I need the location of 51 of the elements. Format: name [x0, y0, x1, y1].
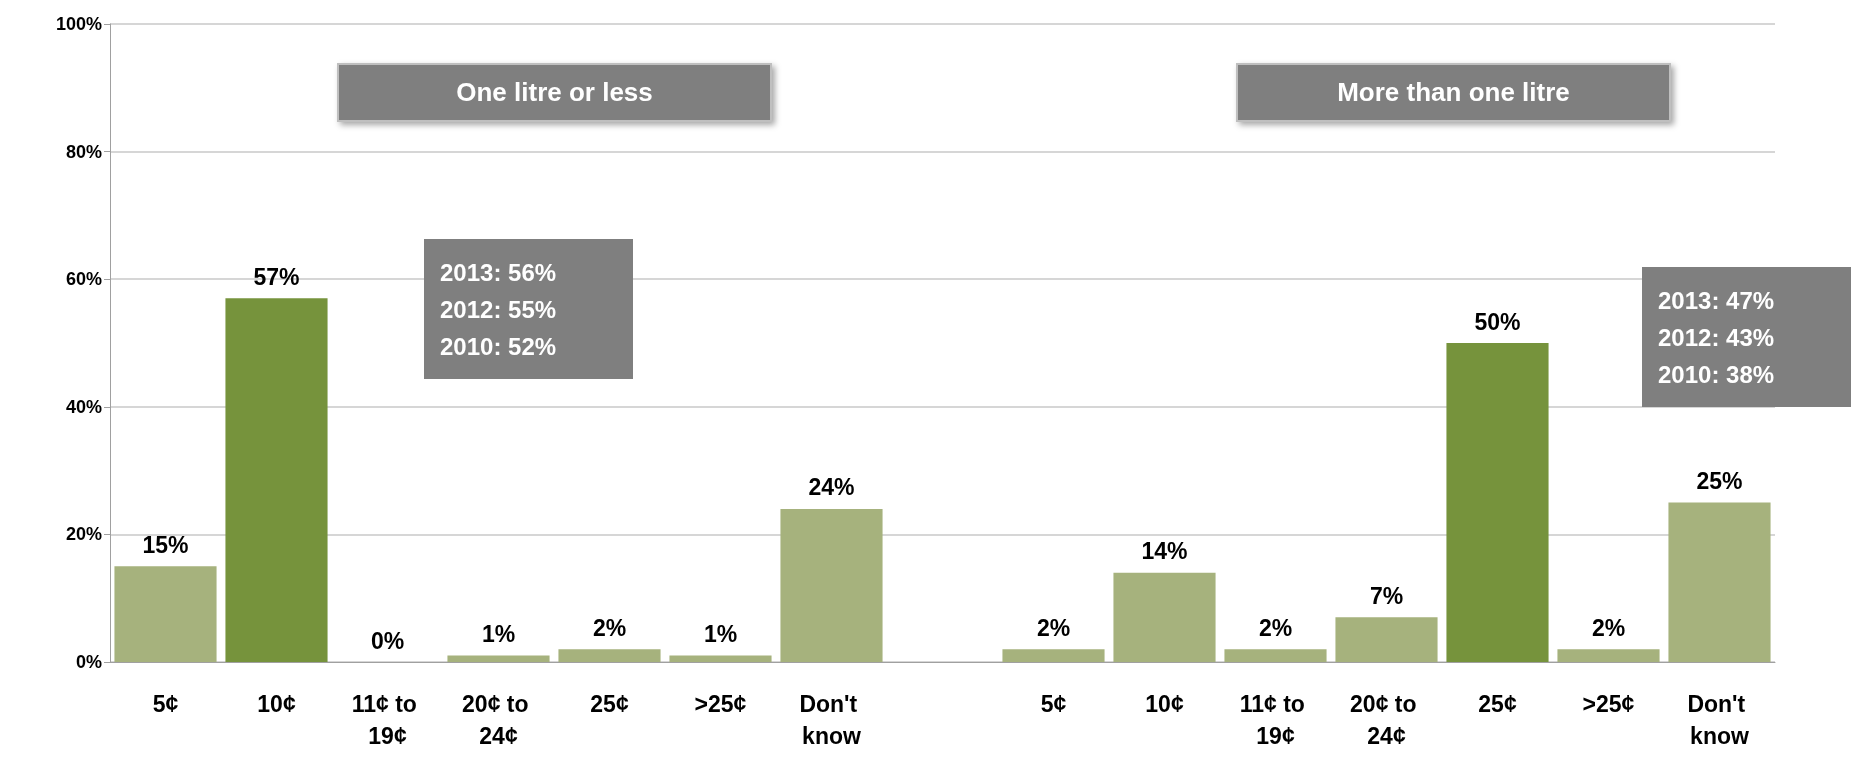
y-tick-label: 20%	[65, 524, 102, 545]
data-label: 25%	[1696, 468, 1743, 494]
x-tick-label: 20¢ to 24¢	[1350, 691, 1423, 749]
x-tick-label: 11¢ to 19¢	[1239, 691, 1312, 749]
bar	[1446, 343, 1549, 662]
x-tick-label: 25¢	[1478, 691, 1517, 717]
header-box: More than one litre	[1236, 63, 1671, 122]
bar	[669, 655, 772, 662]
y-tick-label: 80%	[65, 141, 102, 162]
x-tick-label: Don't know	[799, 691, 864, 749]
x-tick-label: 10¢	[1145, 691, 1184, 717]
data-label: 0%	[370, 627, 405, 654]
note-box: 2013: 47% 2012: 43% 2010: 38%	[1642, 267, 1851, 407]
bar	[1113, 572, 1216, 662]
y-tick-label: 100%	[55, 14, 102, 34]
y-tick-label: 0%	[75, 652, 102, 672]
data-label: 2%	[1591, 614, 1626, 641]
x-tick-label: >25¢	[1582, 691, 1635, 717]
y-tick-label: 60%	[65, 269, 102, 290]
x-tick-label: >25¢	[694, 691, 747, 717]
bar	[1335, 617, 1438, 662]
data-label: 57%	[253, 263, 300, 290]
x-tick-label: 10¢	[257, 691, 296, 717]
y-tick-label: 40%	[65, 396, 102, 417]
bar	[114, 566, 217, 662]
bar	[225, 298, 328, 662]
data-label: 24%	[808, 474, 855, 501]
x-tick-label: 20¢ to 24¢	[462, 691, 535, 749]
bar	[558, 649, 661, 662]
data-label: 7%	[1369, 582, 1404, 609]
x-tick-label: 11¢ to 19¢	[351, 691, 424, 749]
x-tick-label: 5¢	[152, 691, 179, 717]
x-tick-label: 5¢	[1040, 691, 1067, 717]
data-label: 1%	[703, 621, 738, 648]
data-label: 2%	[592, 614, 627, 641]
bar	[1557, 649, 1660, 662]
data-label: 2%	[1258, 614, 1293, 641]
data-label: 14%	[1141, 538, 1188, 565]
header-box: One litre or less	[337, 63, 772, 122]
x-tick-label: 25¢	[590, 691, 629, 717]
bar	[1224, 649, 1327, 662]
data-label: 15%	[142, 531, 189, 558]
x-tick-label: Don't know	[1687, 691, 1752, 749]
data-label: 2%	[1036, 614, 1071, 641]
bar	[1668, 502, 1771, 662]
bar	[447, 655, 550, 662]
data-label: 1%	[481, 621, 516, 648]
note-box: 2013: 56% 2012: 55% 2010: 52%	[424, 239, 633, 379]
bar	[780, 508, 883, 662]
bar	[1002, 649, 1105, 662]
data-label: 50%	[1474, 308, 1521, 335]
